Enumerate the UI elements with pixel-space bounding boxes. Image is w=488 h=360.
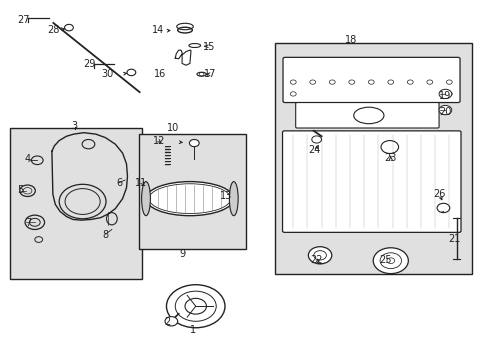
Text: 27: 27 bbox=[17, 15, 29, 26]
Circle shape bbox=[308, 247, 331, 264]
Text: 15: 15 bbox=[203, 42, 215, 52]
FancyBboxPatch shape bbox=[295, 103, 438, 128]
Text: 12: 12 bbox=[153, 136, 165, 146]
Circle shape bbox=[372, 248, 407, 274]
Circle shape bbox=[438, 89, 451, 99]
Text: 20: 20 bbox=[438, 107, 450, 117]
Bar bbox=[10, 128, 142, 279]
Text: 11: 11 bbox=[135, 178, 147, 188]
Circle shape bbox=[166, 285, 224, 328]
Text: 13: 13 bbox=[220, 191, 232, 201]
Text: 6: 6 bbox=[116, 178, 122, 188]
Text: 25: 25 bbox=[379, 255, 391, 265]
Text: 9: 9 bbox=[179, 248, 185, 258]
Text: 16: 16 bbox=[153, 69, 165, 79]
Text: 2: 2 bbox=[164, 318, 170, 327]
Circle shape bbox=[436, 203, 449, 213]
Text: 22: 22 bbox=[310, 255, 322, 265]
Bar bbox=[274, 42, 471, 274]
Text: 8: 8 bbox=[102, 230, 108, 239]
Text: 18: 18 bbox=[344, 35, 356, 45]
Ellipse shape bbox=[146, 181, 233, 216]
Bar bbox=[139, 134, 245, 249]
FancyBboxPatch shape bbox=[282, 131, 460, 232]
Text: 1: 1 bbox=[190, 325, 196, 335]
Text: 19: 19 bbox=[438, 91, 450, 101]
Text: 29: 29 bbox=[83, 59, 96, 69]
Text: 3: 3 bbox=[72, 121, 78, 131]
Ellipse shape bbox=[229, 181, 238, 216]
Text: 30: 30 bbox=[101, 69, 113, 79]
FancyBboxPatch shape bbox=[283, 57, 459, 103]
Text: 21: 21 bbox=[447, 234, 459, 244]
Text: 14: 14 bbox=[152, 25, 164, 35]
Text: 7: 7 bbox=[25, 218, 31, 228]
Circle shape bbox=[438, 105, 451, 115]
Text: 23: 23 bbox=[384, 153, 396, 163]
Ellipse shape bbox=[142, 181, 150, 216]
Text: 26: 26 bbox=[432, 189, 445, 199]
Text: 28: 28 bbox=[47, 25, 60, 35]
Text: 4: 4 bbox=[25, 154, 31, 164]
Text: 10: 10 bbox=[166, 123, 179, 133]
Circle shape bbox=[164, 317, 177, 326]
Text: 5: 5 bbox=[17, 185, 23, 195]
Polygon shape bbox=[175, 50, 190, 65]
Ellipse shape bbox=[177, 27, 192, 33]
Text: 24: 24 bbox=[308, 144, 320, 154]
Text: 17: 17 bbox=[204, 69, 216, 79]
Circle shape bbox=[189, 139, 199, 147]
